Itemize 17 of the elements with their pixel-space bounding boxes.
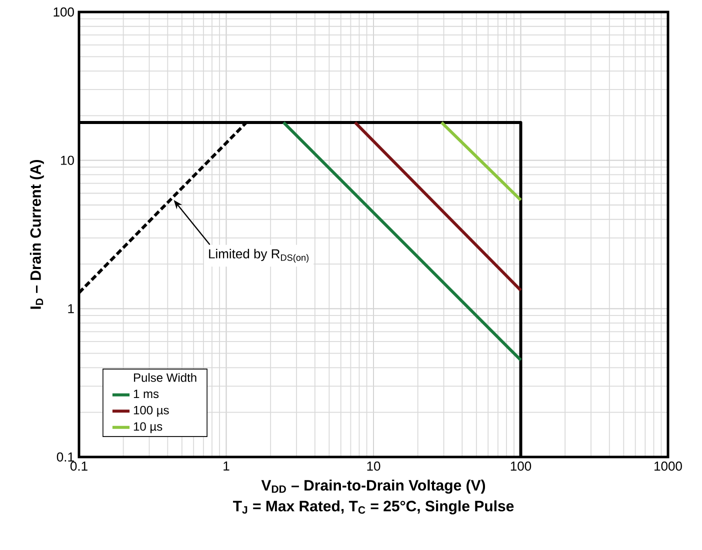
legend-label: 1 ms <box>134 390 159 398</box>
y-tick-label: 10 <box>60 156 74 165</box>
text: T$_{J}$ = Max Rated, T$_{C}$ = 25°C, Single Pulse <box>233 500 514 514</box>
legend-label: 10 µs <box>134 422 162 434</box>
y-tick-label: 100 <box>54 7 74 17</box>
y-tick-label: 0.1 <box>56 452 74 462</box>
legend-label: 100 µs <box>134 406 169 417</box>
y-axis-title: I$_{D}$ – Drain Current (A) <box>30 160 44 309</box>
x-tick-label: 1 <box>224 462 230 470</box>
y-tick-label: 1 <box>68 304 74 314</box>
x-tick-label: 100 <box>510 462 532 471</box>
x-tick-label: 1000 <box>654 462 682 471</box>
x-tick-label: 10 <box>367 462 380 471</box>
annotation: Limited by R$_{DS(on)}$ <box>209 248 308 263</box>
x-tick-label: 0.1 <box>70 462 88 471</box>
legend-title: Pulse Width <box>134 373 196 382</box>
x-axis-title: V$_{DD}$ – Drain-to-Drain Voltage (V) <box>261 480 486 494</box>
